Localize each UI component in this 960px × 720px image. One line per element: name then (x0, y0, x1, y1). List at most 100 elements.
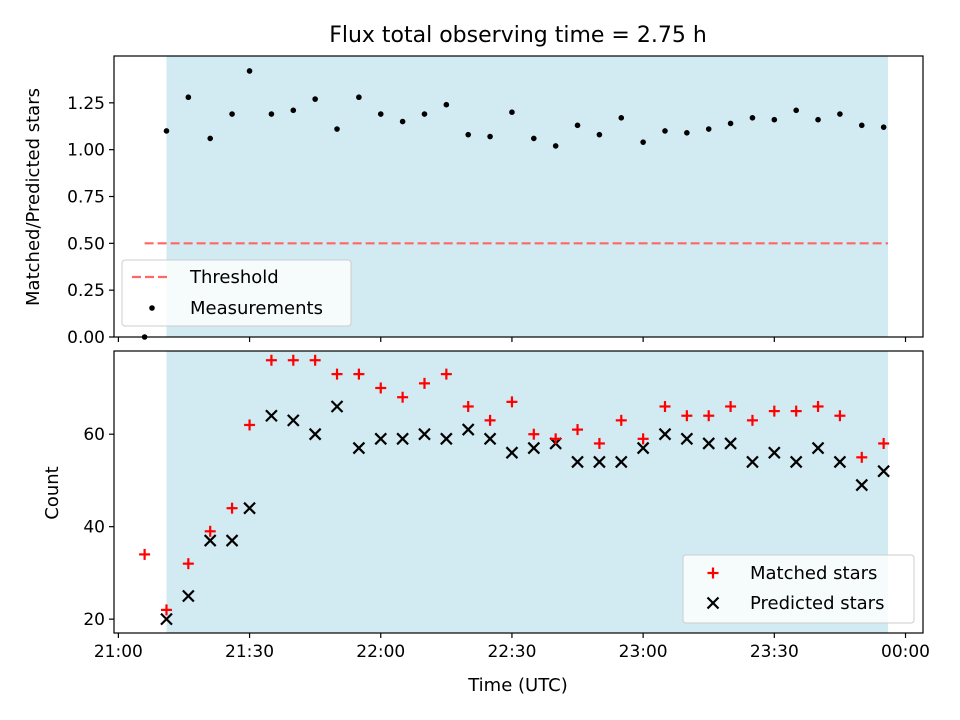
legend-matched-label: Matched stars (750, 563, 877, 584)
predicted-stars-marker (593, 455, 606, 469)
predicted-stars-marker (203, 534, 217, 547)
measurement-point (596, 131, 603, 138)
matched-stars-marker (397, 391, 409, 403)
predicted-stars-marker (287, 414, 300, 427)
matched-stars-marker (462, 400, 474, 412)
predicted-stars-marker (746, 455, 759, 469)
predicted-stars-marker (225, 534, 239, 547)
predicted-stars-marker (855, 478, 869, 492)
matched-stars-marker (725, 400, 737, 412)
matched-stars-marker (204, 525, 216, 537)
measurement-point (421, 111, 428, 117)
y-tick-label: 1.25 (67, 94, 105, 114)
x-tick-label: 21:30 (225, 642, 274, 662)
measurement-point (837, 111, 843, 117)
predicted-stars-marker (308, 427, 322, 441)
matched-stars-marker (331, 368, 343, 380)
matched-stars-marker (703, 410, 715, 422)
predicted-stars-marker (243, 501, 256, 515)
measurement-point (662, 128, 668, 134)
legend-threshold-label: Threshold (189, 267, 279, 288)
measurement-point (531, 135, 537, 142)
x-tick-label: 00:00 (881, 642, 930, 662)
x-tick-label: 22:30 (487, 642, 536, 662)
matched-stars-marker (659, 400, 671, 412)
predicted-stars-marker (789, 455, 803, 469)
legend-measurements-label: Measurements (190, 298, 323, 319)
measurement-point (727, 120, 734, 127)
measurement-point (552, 143, 559, 149)
predicted-stars-marker (833, 455, 847, 469)
y-tick-label: 60 (83, 425, 105, 445)
matched-stars-marker (768, 405, 780, 417)
predicted-stars-marker (614, 455, 628, 469)
matched-stars-marker (226, 502, 238, 514)
matched-stars-marker (812, 400, 824, 412)
matched-stars-marker (790, 405, 802, 417)
measurement-point (705, 126, 712, 132)
y-tick-label: 40 (83, 518, 105, 538)
count-panel: 20 40 60 21:00 21:30 22:00 22:30 23:00 23:30 00:0… (83, 350, 930, 662)
matched-stars-marker (440, 368, 452, 380)
matched-stars-marker (681, 410, 693, 422)
measurement-point (793, 107, 799, 114)
predicted-stars-marker (160, 612, 173, 626)
measurement-point (684, 130, 690, 136)
legend: Matched stars Predicted stars (682, 554, 915, 624)
matched-stars-marker (637, 433, 649, 445)
legend-box (121, 259, 352, 327)
y-tick-label: 20 (83, 610, 105, 630)
measurement-point (356, 94, 362, 101)
measurement-point (163, 128, 170, 134)
predicted-stars-marker (182, 589, 195, 603)
predicted-stars-marker (877, 464, 890, 478)
x-tick-label: 21:00 (94, 642, 143, 662)
measurement-point (465, 131, 472, 138)
legend-predicted-swatch (706, 596, 720, 610)
matched-stars-marker (287, 354, 299, 366)
matched-stars-marker (528, 428, 540, 440)
measurement-point (487, 133, 493, 140)
legend-measurements-swatch (149, 305, 155, 311)
measurement-point (246, 68, 253, 74)
y-axis-label-count: Count (42, 466, 63, 519)
matched-stars-marker (834, 410, 846, 422)
predicted-stars-marker (440, 432, 453, 446)
predicted-stars-marker (505, 446, 519, 459)
matched-stars-marker (856, 451, 868, 463)
predicted-stars-marker (352, 441, 366, 455)
y-tick-label: 0.00 (67, 328, 105, 348)
predicted-stars-marker (527, 441, 541, 455)
matched-stars-marker (418, 377, 430, 389)
predicted-stars-marker (396, 432, 409, 446)
measurement-point (574, 122, 581, 129)
predicted-stars-marker (702, 437, 716, 450)
axes-frame (113, 350, 924, 634)
chart-title: Flux total observing time = 2.75 h (329, 23, 707, 48)
matched-stars-marker (572, 424, 584, 436)
y-tick-label: 0.75 (67, 188, 105, 208)
predicted-stars-marker (330, 400, 344, 413)
legend-box (682, 554, 915, 624)
predicted-stars-marker (461, 423, 475, 436)
measurement-point (229, 111, 235, 117)
matched-stars-marker (375, 382, 387, 394)
matched-stars-marker (746, 414, 758, 426)
x-tick-label: 23:30 (750, 642, 799, 662)
matched-stars-marker (182, 558, 194, 570)
y-tick-label: 0.50 (67, 234, 105, 254)
y-tick-label: 0.25 (67, 281, 105, 301)
ratio-panel: 0.00 0.25 0.50 0.75 1.00 1.25 Threshold Measure… (67, 55, 924, 348)
legend-predicted-label: Predicted stars (750, 593, 884, 614)
matched-stars-marker (506, 396, 518, 408)
matched-stars-marker (484, 414, 496, 426)
measurement-point (207, 135, 214, 142)
measurement-point (858, 122, 865, 129)
measurement-point (185, 94, 192, 101)
predicted-stars-marker (265, 409, 278, 422)
matched-stars-marker (160, 604, 172, 616)
y-tick-label: 1.00 (67, 141, 105, 161)
matched-stars-marker (878, 437, 890, 449)
x-tick-label: 22:00 (356, 642, 405, 662)
